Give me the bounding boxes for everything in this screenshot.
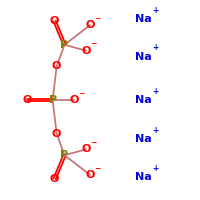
Text: O: O xyxy=(50,16,59,26)
Text: +: + xyxy=(152,87,159,96)
Text: O: O xyxy=(85,170,95,180)
Text: +: + xyxy=(152,164,159,173)
Text: O: O xyxy=(50,174,59,184)
Text: O: O xyxy=(85,20,95,30)
Text: P: P xyxy=(60,150,69,160)
Text: O: O xyxy=(82,46,91,56)
Text: −: − xyxy=(94,14,100,23)
Text: Na: Na xyxy=(136,134,152,144)
Text: P: P xyxy=(60,40,69,50)
Text: +: + xyxy=(152,6,159,15)
Text: O: O xyxy=(82,144,91,154)
Text: P: P xyxy=(49,95,57,105)
Text: −: − xyxy=(90,138,97,147)
Text: O: O xyxy=(52,61,61,71)
Text: Na: Na xyxy=(136,95,152,105)
Text: Na: Na xyxy=(136,172,152,182)
Text: O: O xyxy=(22,95,32,105)
Text: +: + xyxy=(152,43,159,52)
Text: −: − xyxy=(94,164,100,173)
Text: +: + xyxy=(152,126,159,135)
Text: −: − xyxy=(78,89,85,98)
Text: Na: Na xyxy=(136,14,152,24)
Text: O: O xyxy=(70,95,79,105)
Text: Na: Na xyxy=(136,52,152,62)
Text: −: − xyxy=(90,39,97,48)
Text: O: O xyxy=(52,129,61,139)
